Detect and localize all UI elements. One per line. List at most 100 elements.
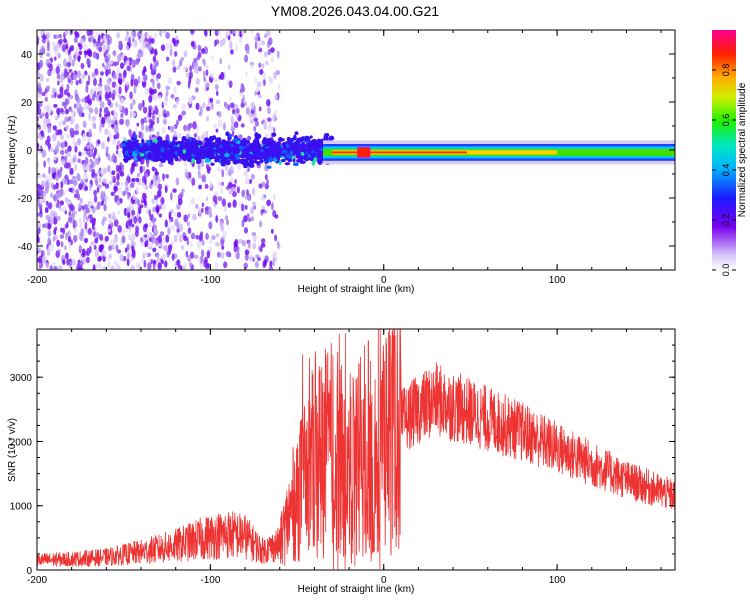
spectrogram-speck	[155, 199, 159, 206]
spectrogram-speck	[134, 127, 138, 134]
spectrogram-speck	[66, 61, 72, 68]
spectrogram-speck	[94, 249, 99, 258]
spectrogram-cell	[215, 137, 221, 143]
spectrogram-speck	[46, 117, 51, 124]
spectrogram-speck	[273, 256, 278, 263]
spectrogram-speck	[252, 187, 256, 196]
spectrogram-speck	[137, 262, 141, 270]
spectrogram-speck	[259, 246, 263, 253]
spectrogram-speck	[247, 241, 251, 249]
spectrogram-speck	[198, 184, 203, 190]
spectrogram-speck	[86, 58, 91, 66]
spectrogram-speck	[83, 43, 88, 51]
spectrogram-speck	[80, 62, 85, 70]
spectrogram-speck	[107, 256, 110, 262]
spectrogram-speck	[48, 143, 51, 152]
x-tick-label: 100	[549, 575, 566, 586]
spectrogram-speck	[235, 44, 239, 52]
spectrogram-speck	[44, 139, 50, 146]
spectrogram-speck	[89, 208, 93, 213]
spectrogram-speck	[46, 85, 51, 90]
spectrogram-speck	[181, 188, 185, 194]
spectrogram-cell	[251, 142, 257, 146]
spectrogram-speck	[110, 119, 115, 125]
spectrogram-speck	[57, 142, 61, 148]
spectrogram-speck	[151, 166, 156, 172]
spectrogram-speck	[229, 102, 235, 109]
spectrogram-speck	[207, 166, 212, 172]
spectrogram-speck	[136, 122, 140, 127]
spectrogram-speck	[264, 133, 269, 139]
spectrogram-speck	[250, 206, 254, 215]
spectrogram-speck	[203, 259, 208, 268]
spectrogram-speck	[225, 168, 229, 177]
spectrogram-speck	[167, 227, 171, 235]
spectrogram-speck	[152, 247, 157, 253]
spectrogram-speck	[244, 170, 249, 178]
spectrogram-speck	[162, 237, 166, 244]
spectrogram-speck	[87, 160, 92, 166]
spectrogram-speck	[148, 209, 151, 217]
spectrogram-speck	[151, 38, 155, 44]
spectrogram-speck	[92, 51, 98, 59]
spectrogram-cell	[256, 155, 263, 160]
spectrogram-speck	[200, 249, 205, 258]
spectrogram-speck	[81, 72, 86, 79]
spectrogram-speck	[243, 262, 249, 270]
spectrogram-speck	[181, 110, 186, 116]
spectrogram-speck	[123, 228, 128, 233]
spectrogram-speck	[128, 229, 132, 234]
spectrogram-speck	[205, 196, 209, 202]
spectrogram-speck	[271, 202, 274, 211]
spectrogram-speck	[161, 126, 167, 135]
spectrogram-speck	[93, 86, 98, 92]
spectrogram-speck	[118, 79, 123, 85]
spectrogram-speck	[244, 249, 250, 256]
spectrogram-speck	[94, 237, 99, 244]
spectrogram-speck	[86, 48, 92, 56]
spectrogram-cell	[209, 143, 215, 147]
spectrogram-speck	[190, 241, 193, 248]
spectrogram-speck	[156, 190, 161, 198]
spectrogram-speck	[260, 210, 264, 216]
spectrogram-speck	[88, 183, 92, 192]
spectrogram-cell	[291, 155, 295, 160]
spectrogram-cell	[263, 147, 267, 151]
spectrogram-speck	[75, 79, 79, 86]
spectrogram-speck	[115, 84, 119, 91]
spectrogram-speck	[83, 237, 89, 243]
spectrogram-speck	[244, 101, 247, 107]
spectrogram-speck	[61, 43, 67, 53]
spectrogram-speck	[168, 211, 172, 220]
spectrogram-speck	[47, 202, 53, 210]
spectrogram-speck	[86, 30, 91, 37]
spectrogram-speck	[173, 38, 176, 47]
snr-data	[37, 329, 675, 570]
spectrogram-speck	[72, 179, 78, 186]
spectrogram-speck	[42, 197, 46, 204]
spectrogram-speck	[69, 260, 72, 270]
colorbar-tick-label: 0.0	[721, 264, 731, 277]
spectrogram-speck	[197, 163, 201, 170]
spectrogram-speck	[120, 97, 125, 105]
spectrogram-speck	[56, 43, 61, 52]
spectrogram-speck	[42, 250, 45, 257]
spectrogram-speck	[264, 174, 268, 180]
spectrogram-speck	[268, 121, 272, 130]
spectrogram-speck	[197, 44, 202, 52]
spectrogram-speck	[221, 198, 227, 207]
spectrogram-speck	[59, 200, 65, 206]
spectrogram-speck	[133, 216, 138, 224]
spectrogram-speck	[164, 260, 168, 268]
spectrogram-speck	[185, 250, 189, 258]
spectrogram-cell	[139, 152, 145, 157]
spectrogram-speck	[110, 265, 115, 270]
spectrogram-speck	[54, 56, 57, 61]
spectrogram-speck	[252, 243, 257, 250]
spectrogram-speck	[154, 195, 159, 201]
spectrogram-speck	[117, 210, 121, 215]
spectrogram-speck	[183, 214, 189, 223]
spectrogram-speck	[92, 39, 97, 44]
spectrogram-speck	[101, 63, 105, 68]
